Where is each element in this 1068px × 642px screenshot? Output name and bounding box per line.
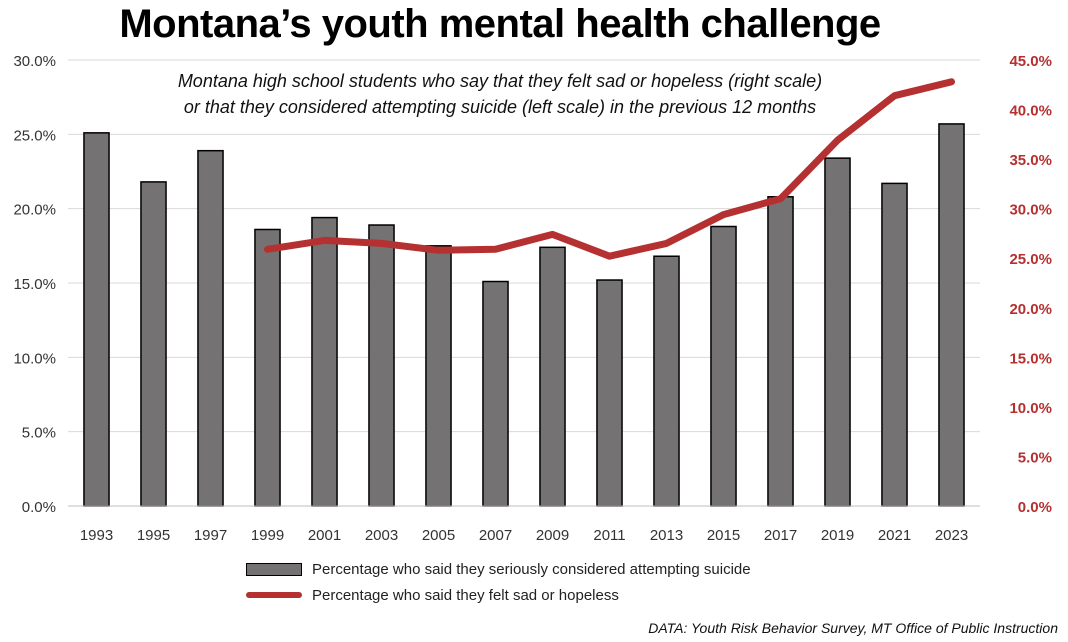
right-tick-label: 5.0% xyxy=(1018,449,1052,466)
line-point-2019 xyxy=(837,139,838,141)
line-point-2023 xyxy=(951,81,952,83)
chart-title: Montana’s youth mental health challenge xyxy=(119,2,881,46)
bar-1997 xyxy=(197,149,224,507)
line-point-2021 xyxy=(894,95,895,97)
x-tick-label: 1993 xyxy=(80,527,113,544)
left-tick-label: 30.0% xyxy=(13,53,56,70)
legend-item-bars: Percentage who said they seriously consi… xyxy=(246,556,751,582)
legend-label-bars: Percentage who said they seriously consi… xyxy=(312,560,751,578)
chart-subtitle: Montana high school students who say tha… xyxy=(140,68,860,120)
bar-2019 xyxy=(824,157,851,507)
line-point-1999 xyxy=(267,248,268,250)
right-tick-label: 30.0% xyxy=(1009,202,1052,219)
bar-2021 xyxy=(881,182,908,507)
left-tick-label: 0.0% xyxy=(22,499,56,516)
x-tick-label: 2017 xyxy=(764,527,797,544)
bar-series xyxy=(83,123,965,507)
right-tick-label: 20.0% xyxy=(1009,301,1052,318)
bar-2007 xyxy=(482,280,509,507)
left-tick-label: 20.0% xyxy=(13,202,56,219)
right-tick-label: 0.0% xyxy=(1018,499,1052,516)
x-tick-label: 2019 xyxy=(821,527,854,544)
line-point-2001 xyxy=(324,239,325,241)
x-tick-label: 2007 xyxy=(479,527,512,544)
axes: 0.0% 5.0% 10.0% 15.0% 20.0% 25.0% 30.0% 0.0% 5.0… xyxy=(13,53,1052,544)
line-point-2003 xyxy=(381,242,382,244)
bar-2015 xyxy=(710,225,737,507)
x-tick-label: 2005 xyxy=(422,527,455,544)
x-tick-label: 2015 xyxy=(707,527,740,544)
line-series xyxy=(264,78,955,260)
line-point-2013 xyxy=(666,242,667,244)
left-tick-label: 15.0% xyxy=(13,276,56,293)
right-tick-label: 10.0% xyxy=(1009,400,1052,417)
line-point-2011 xyxy=(609,255,610,257)
x-tick-label: 1999 xyxy=(251,527,284,544)
x-tick-label: 2013 xyxy=(650,527,683,544)
subtitle-line-1: Montana high school students who say tha… xyxy=(177,71,823,91)
x-tick-label: 1997 xyxy=(194,527,227,544)
bar-2003 xyxy=(368,224,395,507)
legend-swatch-line xyxy=(246,592,302,598)
bar-1999 xyxy=(254,228,281,507)
source-note: DATA: Youth Risk Behavior Survey, MT Off… xyxy=(648,620,1058,636)
x-tick-label: 1995 xyxy=(137,527,170,544)
line-point-2015 xyxy=(723,214,724,216)
right-tick-label: 25.0% xyxy=(1009,251,1052,268)
legend-item-line: Percentage who said they felt sad or hop… xyxy=(246,582,751,608)
bar-2001 xyxy=(311,216,338,507)
x-tick-label: 2003 xyxy=(365,527,398,544)
x-tick-label: 2001 xyxy=(308,527,341,544)
subtitle-line-2: or that they considered attempting suici… xyxy=(183,97,817,117)
x-tick-label: 2021 xyxy=(878,527,911,544)
x-tick-label: 2011 xyxy=(593,527,625,544)
legend: Percentage who said they seriously consi… xyxy=(246,556,751,608)
right-tick-label: 35.0% xyxy=(1009,152,1052,169)
bar-1995 xyxy=(140,181,167,507)
bar-2005 xyxy=(425,245,452,507)
legend-label-line: Percentage who said they felt sad or hop… xyxy=(312,586,619,604)
x-tick-label: 2023 xyxy=(935,527,968,544)
line-point-2007 xyxy=(495,248,496,250)
bar-1993 xyxy=(83,132,110,507)
left-tick-label: 10.0% xyxy=(13,350,56,367)
left-tick-label: 5.0% xyxy=(22,425,56,442)
line-point-2009 xyxy=(552,233,553,235)
bar-2017 xyxy=(767,196,794,507)
right-tick-label: 45.0% xyxy=(1009,53,1052,70)
right-tick-label: 40.0% xyxy=(1009,103,1052,120)
bar-2013 xyxy=(653,255,680,507)
bar-2009 xyxy=(539,246,566,507)
line-point-2017 xyxy=(780,198,781,200)
line-point-2005 xyxy=(438,249,439,251)
x-tick-label: 2009 xyxy=(536,527,569,544)
bar-2023 xyxy=(938,123,965,507)
legend-swatch-bar xyxy=(246,562,302,576)
left-tick-label: 25.0% xyxy=(13,127,56,144)
bar-2011 xyxy=(596,279,623,507)
right-tick-label: 15.0% xyxy=(1009,350,1052,367)
